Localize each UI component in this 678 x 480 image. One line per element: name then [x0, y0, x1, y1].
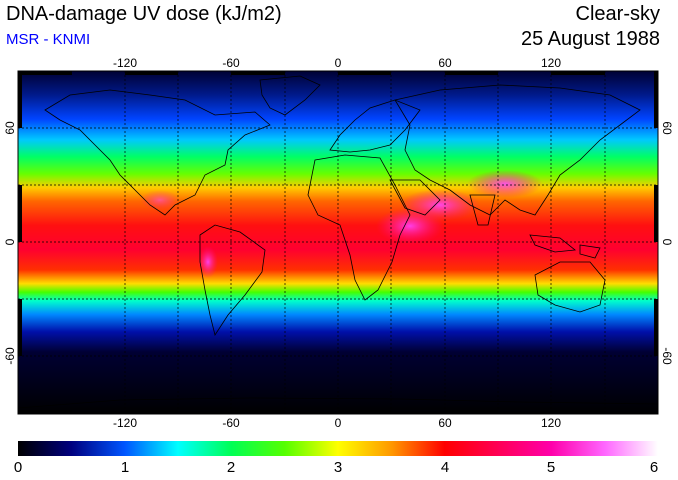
colorbar — [18, 441, 658, 456]
source-label: MSR - KNMI — [6, 31, 91, 48]
lon-label-top: 0 — [335, 56, 342, 70]
colorbar-tick-label: 4 — [440, 459, 450, 476]
arabia-outline — [389, 179, 441, 216]
date-label: 25 August 1988 — [520, 28, 660, 50]
europe-outline — [329, 99, 421, 153]
lat-label-right: 0 — [660, 239, 674, 246]
colorbar-tick-label: 1 — [120, 459, 130, 476]
lon-label-top: -120 — [113, 56, 137, 70]
colorbar-tick-label: 2 — [226, 459, 236, 476]
colorbar-tick-label: 6 — [649, 459, 659, 476]
lat-label-left: 0 — [3, 238, 17, 245]
maritime-islands-outline — [529, 234, 601, 259]
coastlines — [17, 75, 659, 409]
colorbar-tick-label: 0 — [13, 459, 23, 476]
lat-label-right: -60 — [660, 347, 674, 365]
lon-label-top: 60 — [438, 56, 452, 70]
antarctica-outline — [17, 397, 659, 409]
lat-label-left: 60 — [3, 121, 17, 135]
lon-label-bottom: 0 — [335, 416, 342, 430]
australia-outline — [534, 261, 606, 313]
map-frame — [17, 70, 659, 415]
sky-condition-label: Clear-sky — [575, 3, 660, 25]
india-outline — [469, 194, 496, 226]
south-america-outline — [199, 224, 266, 336]
mexico-high — [140, 190, 180, 210]
tibet-high — [467, 170, 543, 198]
graticule — [18, 71, 658, 414]
lon-label-bottom: 60 — [438, 416, 452, 430]
lon-label-bottom: -60 — [222, 416, 240, 430]
greenland-outline — [259, 75, 321, 116]
uv-field — [18, 71, 658, 414]
north-america-outline — [44, 89, 271, 216]
colorbar-tick-label: 5 — [546, 459, 556, 476]
lon-label-top: 120 — [541, 56, 561, 70]
arabia-high — [400, 189, 480, 221]
colorbar-tick-label: 3 — [333, 459, 343, 476]
map-title: DNA-damage UV dose (kJ/m2) — [6, 3, 282, 25]
lat-label-right: 60 — [660, 121, 674, 135]
africa-outline — [307, 154, 411, 301]
andes-high — [198, 246, 218, 278]
lon-label-bottom: 120 — [541, 416, 561, 430]
lon-label-top: -60 — [222, 56, 240, 70]
lon-label-bottom: -120 — [113, 416, 137, 430]
asia-outline — [394, 84, 641, 216]
lat-label-left: -60 — [3, 347, 17, 365]
